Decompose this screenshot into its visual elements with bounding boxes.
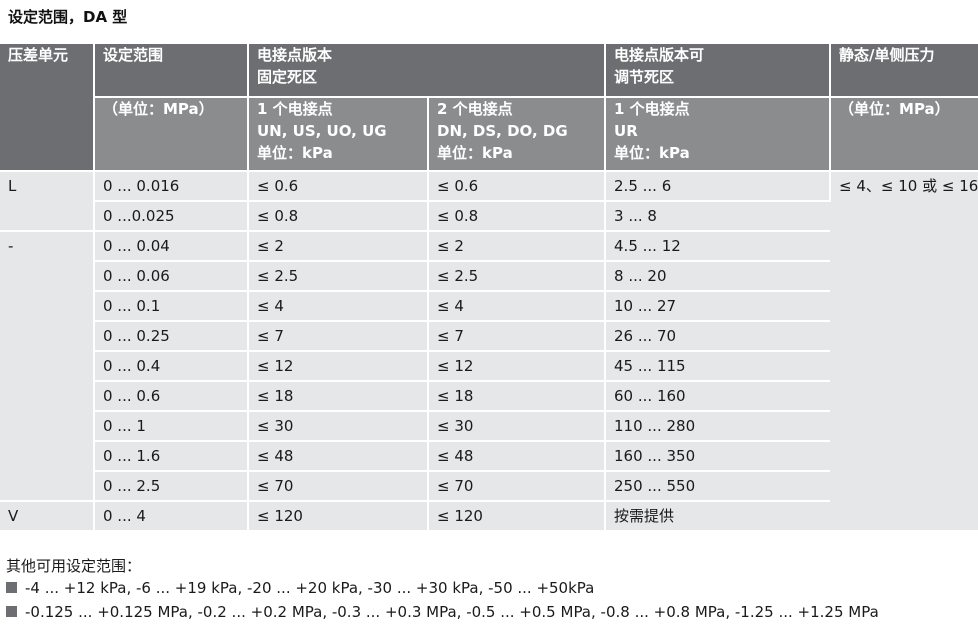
cell-two-contact: ≤ 120 [428,500,607,530]
header-adjustable-contact: 1 个电接点 UR 单位：kPa [605,97,832,171]
other-ranges-bullet: -0.125 ... +0.125 MPa, -0.2 ... +0.2 MPa… [6,603,879,621]
table-row: 0 ... 0.4 ≤ 12 ≤ 12 45 ... 115 [0,350,978,381]
cell-range: 0 ... 0.25 [94,320,249,351]
cell-unit: - [0,230,95,501]
cell-range: 0 ... 0.016 [94,170,249,201]
cell-two-contact: ≤ 30 [428,410,607,441]
cell-adjustable: 26 ... 70 [605,320,831,351]
cell-one-contact: ≤ 2.5 [248,260,429,291]
table-row: 0 ... 1.6 ≤ 48 ≤ 48 160 ... 350 [0,440,978,471]
header-adjustable-deadband: 电接点版本可 调节死区 [605,44,832,98]
setting-range-table: 压差单元 设定范围 电接点版本 固定死区 电接点版本可 调节死区 静态/单侧压力… [0,44,978,530]
header-two-contact: 2 个电接点 DN, DS, DO, DG 单位：kPa [428,97,607,171]
cell-adjustable: 4.5 ... 12 [605,230,831,261]
cell-two-contact: ≤ 2.5 [428,260,607,291]
cell-one-contact: ≤ 7 [248,320,429,351]
header-static-pressure: 静态/单侧压力 [830,44,978,98]
table-row: 0 ... 0.06 ≤ 2.5 ≤ 2.5 8 ... 20 [0,260,978,291]
cell-one-contact: ≤ 30 [248,410,429,441]
cell-adjustable: 8 ... 20 [605,260,831,291]
cell-adjustable: 60 ... 160 [605,380,831,411]
cell-unit: V [0,500,95,530]
table-row: 0 ...0.025 ≤ 0.8 ≤ 0.8 3 ... 8 [0,200,978,231]
header-unit: 压差单元 [0,44,95,172]
cell-two-contact: ≤ 18 [428,380,607,411]
cell-one-contact: ≤ 18 [248,380,429,411]
table-row: L 0 ... 0.016 ≤ 0.6 ≤ 0.6 2.5 ... 6 ≤ 4、… [0,170,978,530]
cell-two-contact: ≤ 2 [428,230,607,261]
header-one-contact: 1 个电接点 UN, US, UO, UG 单位：kPa [248,97,429,171]
cell-range: 0 ... 4 [94,500,249,530]
table-row: V 0 ... 4 ≤ 120 ≤ 120 按需提供 [0,500,978,530]
header-row-1: 压差单元 设定范围 电接点版本 固定死区 电接点版本可 调节死区 静态/单侧压力 [0,44,978,172]
cell-range: 0 ... 0.04 [94,230,249,261]
cell-adjustable: 45 ... 115 [605,350,831,381]
cell-one-contact: ≤ 70 [248,470,429,501]
bullet-square-icon [6,606,17,617]
table-row: 0 ... 2.5 ≤ 70 ≤ 70 250 ... 550 [0,470,978,501]
cell-range: 0 ... 1.6 [94,440,249,471]
header-static-pressure-unit: （单位：MPa） [830,97,978,171]
cell-adjustable: 250 ... 550 [605,470,831,501]
cell-two-contact: ≤ 0.8 [428,200,607,231]
cell-adjustable: 2.5 ... 6 [605,170,832,201]
cell-one-contact: ≤ 120 [248,500,429,530]
cell-range: 0 ... 0.4 [94,350,249,381]
page-title: 设定范围，DA 型 [8,8,128,26]
bullet-text: -4 ... +12 kPa, -6 ... +19 kPa, -20 ... … [25,579,595,597]
table-row: - 0 ... 0.04 ≤ 2 ≤ 2 4.5 ... 12 [0,230,978,501]
table-row: 0 ... 0.1 ≤ 4 ≤ 4 10 ... 27 [0,290,978,321]
other-ranges-bullet: -4 ... +12 kPa, -6 ... +19 kPa, -20 ... … [6,579,594,597]
cell-range: 0 ... 1 [94,410,249,441]
cell-range: 0 ... 0.06 [94,260,249,291]
header-range-unit: （单位：MPa） [94,97,249,171]
cell-adjustable: 10 ... 27 [605,290,831,321]
bullet-text: -0.125 ... +0.125 MPa, -0.2 ... +0.2 MPa… [25,603,879,621]
cell-two-contact: ≤ 7 [428,320,607,351]
cell-adjustable: 160 ... 350 [605,440,831,471]
cell-one-contact: ≤ 12 [248,350,429,381]
bullet-square-icon [6,582,17,593]
cell-two-contact: ≤ 12 [428,350,607,381]
cell-two-contact: ≤ 4 [428,290,607,321]
header-row-2: （单位：MPa） 1 个电接点 UN, US, UO, UG 单位：kPa 2 … [0,97,978,171]
cell-range: 0 ... 2.5 [94,470,249,501]
cell-one-contact: ≤ 48 [248,440,429,471]
cell-range: 0 ...0.025 [94,200,249,231]
cell-two-contact: ≤ 48 [428,440,607,471]
table-row: 0 ... 0.6 ≤ 18 ≤ 18 60 ... 160 [0,380,978,411]
cell-range: 0 ... 0.6 [94,380,249,411]
cell-two-contact: ≤ 70 [428,470,607,501]
cell-adjustable: 3 ... 8 [605,200,831,231]
cell-one-contact: ≤ 4 [248,290,429,321]
cell-adjustable: 110 ... 280 [605,410,831,441]
cell-one-contact: ≤ 2 [248,230,429,261]
cell-one-contact: ≤ 0.6 [248,170,429,201]
header-fixed-deadband: 电接点版本 固定死区 [248,44,607,98]
table-row: 0 ... 0.25 ≤ 7 ≤ 7 26 ... 70 [0,320,978,351]
cell-two-contact: ≤ 0.6 [428,170,607,201]
cell-one-contact: ≤ 0.8 [248,200,429,231]
table-row: 0 ... 1 ≤ 30 ≤ 30 110 ... 280 [0,410,978,441]
cell-unit: L [0,170,95,231]
cell-range: 0 ... 0.1 [94,290,249,321]
header-range: 设定范围 [94,44,249,98]
cell-static-pressure: ≤ 4、≤ 10 或 ≤ 16 [830,170,978,530]
cell-adjustable: 按需提供 [605,500,831,530]
other-ranges-label: 其他可用设定范围： [6,557,142,575]
